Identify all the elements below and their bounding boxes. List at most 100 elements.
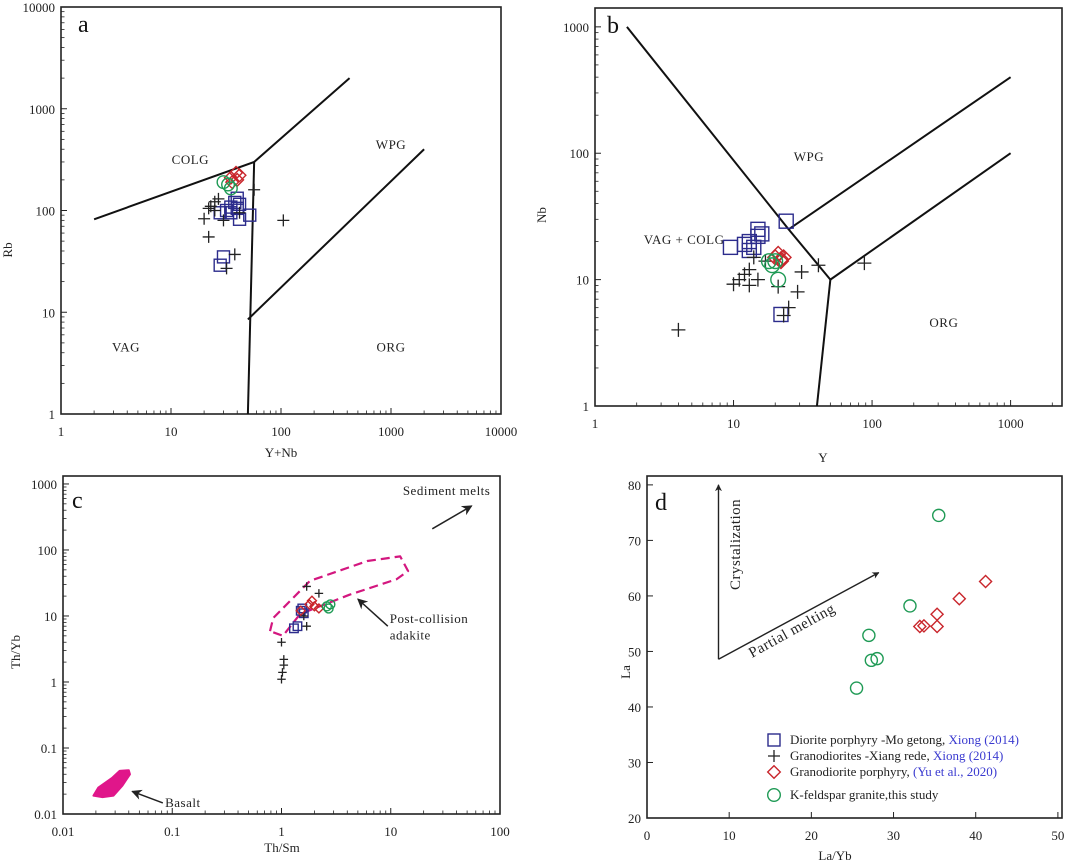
circle-marker xyxy=(764,257,781,274)
panel-a: 1 10 100 1000 10000 1 10 100 1000 10000 Y+Nb Rb a COL… xyxy=(0,0,517,460)
diamond-marker xyxy=(303,598,315,610)
y-tick-label: 60 xyxy=(628,589,641,604)
annotation-label: Post-collision xyxy=(390,611,469,626)
x-tick-label: 10 xyxy=(723,828,736,843)
y-tick-label: 1000 xyxy=(31,477,57,492)
legend-citation: Xiong (2014) xyxy=(933,748,1003,763)
y-tick-label: 1 xyxy=(51,675,58,690)
cross-marker xyxy=(746,250,761,265)
field-boundary-line xyxy=(788,76,1012,231)
circle-marker xyxy=(931,508,946,523)
y-tick-label: 100 xyxy=(570,146,590,161)
legend-text: Granodiorite porphyry, xyxy=(790,764,913,779)
square-marker xyxy=(288,623,299,634)
crystallization-label: Crystalization xyxy=(728,499,744,590)
legend-label: K-feldspar granite,this study xyxy=(790,787,939,802)
field-label: VAG + COLG xyxy=(644,232,725,247)
cross-marker xyxy=(857,256,872,271)
field-label: WPG xyxy=(376,137,406,152)
square-marker xyxy=(213,258,227,272)
x-tick-label: 10 xyxy=(727,416,740,431)
cross-marker xyxy=(314,589,324,598)
y-tick-label: 50 xyxy=(628,644,641,659)
x-tick-label: 1 xyxy=(278,824,285,839)
field-boundary-line xyxy=(829,152,1012,281)
cross-marker xyxy=(768,750,780,762)
square-marker xyxy=(243,208,257,222)
square-marker xyxy=(754,226,770,242)
y-tick-label: 1 xyxy=(49,407,56,422)
circle-marker xyxy=(767,253,784,270)
diamond-marker xyxy=(930,619,945,634)
annotation-label: adakite xyxy=(390,628,431,643)
square-marker xyxy=(767,733,781,747)
field-label: VAG xyxy=(112,340,140,355)
field-label: COLG xyxy=(172,152,209,167)
diamond-marker xyxy=(766,764,782,780)
cross-marker xyxy=(750,272,765,287)
square-marker xyxy=(230,201,244,216)
cross-marker xyxy=(217,214,230,227)
x-axis-label: Y xyxy=(818,450,828,465)
y-tick-label: 1000 xyxy=(563,20,589,35)
legend-text: K-feldspar granite,this study xyxy=(790,787,939,802)
partial-melting-label: Partial melting xyxy=(746,601,838,662)
cross-marker xyxy=(278,668,287,677)
diamond-marker xyxy=(952,591,967,606)
cross-marker xyxy=(790,284,805,299)
y-tick-label: 10 xyxy=(576,273,589,288)
cross-marker xyxy=(212,192,225,205)
x-axis-label: Y+Nb xyxy=(265,445,298,460)
legend-item: K-feldspar granite,this study xyxy=(767,787,939,803)
y-tick-label: 80 xyxy=(628,478,641,493)
arrow xyxy=(131,789,164,804)
y-tick-label: 10000 xyxy=(23,0,56,15)
cross-marker xyxy=(742,262,757,277)
cross-marker xyxy=(742,278,757,293)
partial-melting-arrow xyxy=(718,571,880,660)
panel-letter: b xyxy=(607,13,619,39)
x-tick-label: 0.01 xyxy=(52,824,75,839)
basalt-field xyxy=(92,769,131,799)
square-marker xyxy=(750,228,766,245)
diamond-marker xyxy=(978,574,993,589)
panel-letter: d xyxy=(655,490,667,516)
legend-label: Diorite porphyry -Mo getong, Xiong (2014… xyxy=(790,732,1019,747)
field-label: WPG xyxy=(794,149,824,164)
y-tick-label: 1 xyxy=(583,399,590,414)
plot-frame xyxy=(646,475,1063,819)
square-marker xyxy=(773,306,789,323)
diamond-marker xyxy=(232,167,247,183)
panel-b: 1 10 100 1000 1 10 100 1000 Y Nb b WPG VAG + COLG ORG xyxy=(534,7,1063,465)
x-axis-label: Th/Sm xyxy=(264,840,299,855)
arrow xyxy=(357,598,389,627)
cross-marker xyxy=(776,308,791,323)
cross-marker xyxy=(277,214,290,227)
field-boundary-line xyxy=(247,148,425,321)
diamond-marker xyxy=(306,595,318,607)
plot-frame xyxy=(594,7,1063,407)
square-marker xyxy=(778,213,794,229)
square-marker xyxy=(216,250,231,264)
annotation-label: Basalt xyxy=(165,795,201,810)
cross-marker xyxy=(277,637,286,647)
x-tick-label: 50 xyxy=(1051,828,1064,843)
y-tick-label: 70 xyxy=(628,533,641,548)
x-tick-label: 100 xyxy=(862,416,882,431)
legend-item: Diorite porphyry -Mo getong, Xiong (2014… xyxy=(767,732,1019,747)
legend-citation: Xiong (2014) xyxy=(949,732,1019,747)
y-axis-label: Nb xyxy=(534,207,549,223)
circle-marker xyxy=(223,181,238,196)
cross-marker xyxy=(279,655,289,664)
y-axis-label: Rb xyxy=(0,242,15,257)
circle-marker xyxy=(862,628,876,643)
legend-citation: (Yu et al., 2020) xyxy=(913,764,997,779)
x-tick-label: 1000 xyxy=(378,424,404,439)
x-tick-label: 1 xyxy=(58,424,65,439)
x-tick-label: 0 xyxy=(644,828,651,843)
cross-marker xyxy=(220,262,233,275)
field-boundary-line xyxy=(93,77,351,221)
y-tick-label: 100 xyxy=(36,204,56,219)
circle-marker xyxy=(864,653,879,668)
y-tick-label: 40 xyxy=(628,700,641,715)
